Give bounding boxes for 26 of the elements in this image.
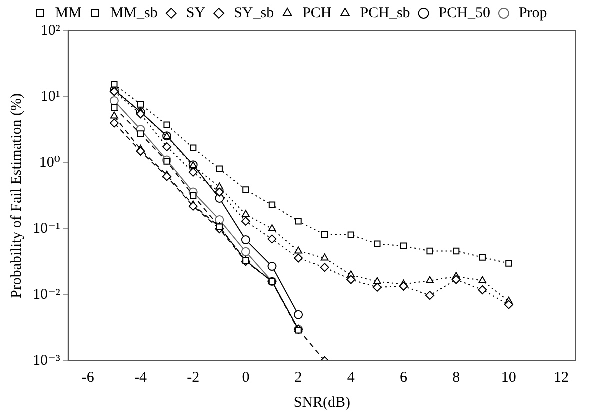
legend-label: SY_sb <box>234 5 274 22</box>
x-tick-label: 0 <box>242 370 250 386</box>
legend-label: Prop <box>518 5 548 22</box>
x-tick-label: 2 <box>294 370 302 386</box>
x-tick-label: -2 <box>187 370 200 386</box>
legend-label: PCH <box>302 5 332 22</box>
y-tick-label: 10⁻² <box>32 286 61 303</box>
x-tick-label: 10 <box>501 370 516 386</box>
y-tick-label: 10¹ <box>40 88 60 105</box>
x-tick-label: -4 <box>134 370 148 386</box>
x-tick-label: -6 <box>82 370 95 386</box>
legend-label: PCH_sb <box>360 5 410 22</box>
y-axis-title: Probability of Fail Estimation (%) <box>8 94 25 298</box>
y-tick-label: 10⁻³ <box>32 352 61 369</box>
legend-label: PCH_50 <box>438 5 490 22</box>
y-tick-label: 10² <box>40 22 61 39</box>
x-tick-label: 12 <box>554 370 570 386</box>
x-tick-label: 8 <box>452 370 460 386</box>
y-tick-label: 10⁰ <box>39 154 60 171</box>
legend-label: MM <box>55 5 82 22</box>
y-tick-label: 10⁻¹ <box>32 220 60 237</box>
x-axis-title: SNR(dB) <box>294 394 351 411</box>
x-tick-label: 4 <box>347 370 356 386</box>
x-tick-label: 6 <box>400 370 408 386</box>
legend-label: SY <box>186 5 206 22</box>
legend-label: MM_sb <box>110 5 158 22</box>
